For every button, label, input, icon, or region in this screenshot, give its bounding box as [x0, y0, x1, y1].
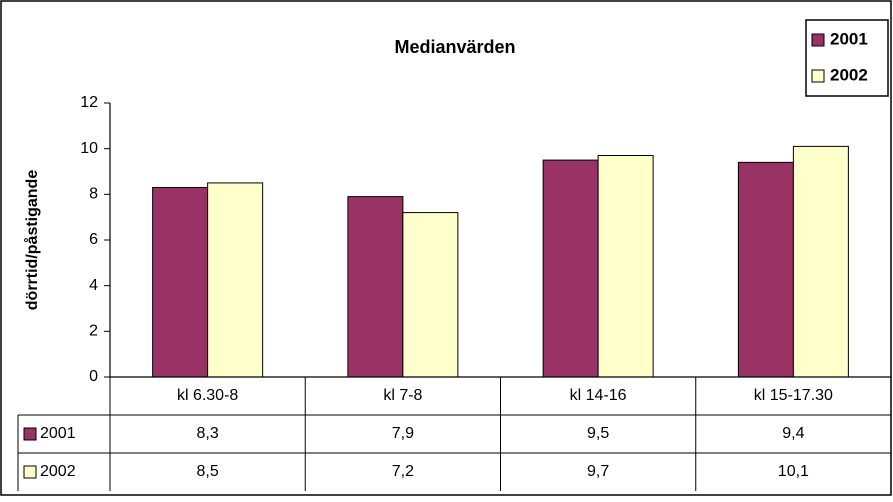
bar: [347, 196, 404, 378]
bar: [152, 186, 209, 378]
chart-title: Medianvärden: [394, 37, 515, 57]
table-value: 7,9: [392, 425, 414, 442]
y-axis-label: dörrtid/påstigande: [23, 170, 41, 311]
legend-swatch: [811, 33, 825, 47]
bar: [737, 161, 794, 378]
table-value: 8,3: [197, 425, 219, 442]
table-legend-swatch: [23, 427, 37, 441]
y-tick-label: 2: [89, 323, 98, 340]
x-tick-label: kl 6.30-8: [177, 387, 238, 404]
table-value: 9,7: [587, 463, 609, 480]
table-series-name: 2002: [40, 463, 76, 480]
y-tick-label: 0: [89, 368, 98, 385]
table-series-name: 2001: [40, 425, 76, 442]
bar: [402, 212, 459, 378]
y-tick-label: 10: [80, 140, 98, 157]
table-value: 8,5: [197, 463, 219, 480]
y-tick-label: 6: [89, 231, 98, 248]
legend-swatch: [811, 69, 825, 83]
table-legend-swatch: [23, 465, 37, 479]
legend-box: [805, 19, 889, 97]
x-tick-label: kl 15-17.30: [754, 387, 833, 404]
bar: [597, 155, 654, 378]
table-value: 7,2: [392, 463, 414, 480]
x-tick-label: kl 7-8: [383, 387, 422, 404]
legend-label: 2001: [830, 29, 868, 48]
y-tick-label: 12: [80, 94, 98, 111]
y-tick-label: 4: [89, 277, 98, 294]
bar: [792, 145, 849, 378]
table-value: 10,1: [778, 463, 809, 480]
legend-label: 2002: [830, 65, 868, 84]
x-tick-label: kl 14-16: [570, 387, 627, 404]
table-value: 9,4: [782, 425, 804, 442]
table-value: 9,5: [587, 425, 609, 442]
y-tick-label: 8: [89, 186, 98, 203]
bar: [207, 182, 264, 378]
bar: [542, 159, 599, 378]
